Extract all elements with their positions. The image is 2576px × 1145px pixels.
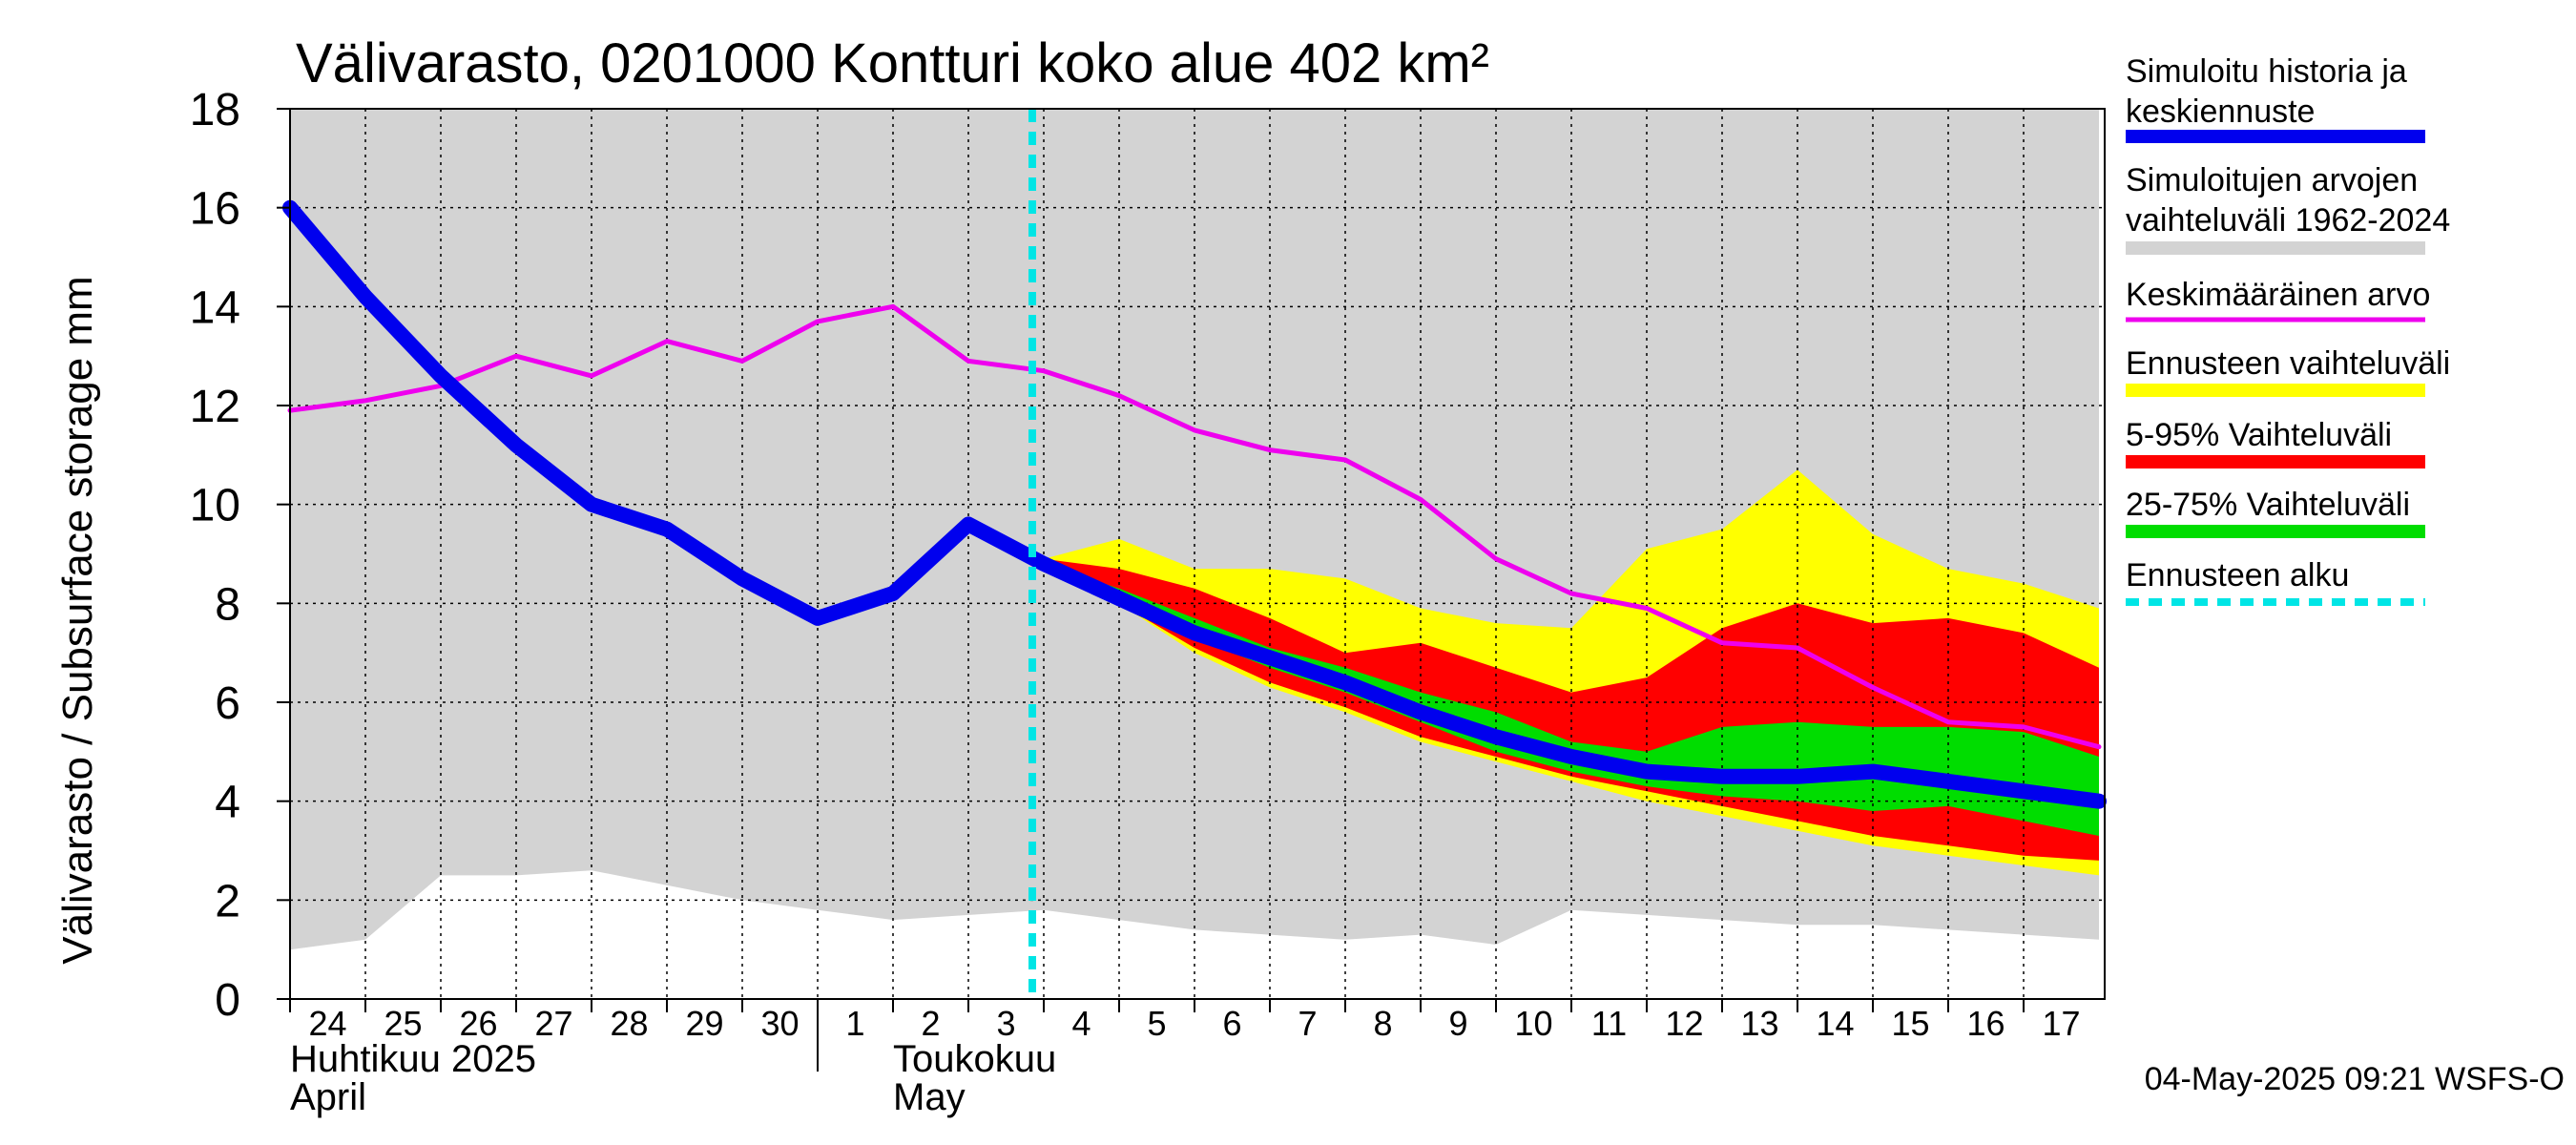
legend-label-forecast-range: Ennusteen vaihteluväli — [2126, 345, 2450, 382]
legend-label-history-range-1: Simuloitujen arvojen — [2126, 162, 2418, 198]
x-tick-label: 13 — [1740, 1004, 1778, 1043]
x-tick-label: 8 — [1373, 1004, 1392, 1043]
x-tick-label: 3 — [996, 1004, 1015, 1043]
legend-label-simulated-2: keskiennuste — [2126, 94, 2315, 130]
y-tick-label: 18 — [190, 85, 240, 135]
x-tick-label: 28 — [610, 1004, 648, 1043]
y-tick-label: 12 — [190, 382, 240, 432]
x-tick-label: 9 — [1448, 1004, 1467, 1043]
x-tick-label: 17 — [2042, 1004, 2080, 1043]
legend-label-history-range-2: vaihteluväli 1962-2024 — [2126, 202, 2450, 239]
x-tick-label: 7 — [1298, 1004, 1317, 1043]
chart-title: Välivarasto, 0201000 Kontturi koko alue … — [296, 32, 1489, 94]
y-tick-label: 14 — [190, 282, 240, 333]
series-line-mean — [287, 303, 2102, 750]
x-tick-label: 26 — [459, 1004, 497, 1043]
plot-frame — [289, 108, 2106, 1000]
x-tick-label: 16 — [1966, 1004, 2005, 1043]
x-tick-label: 24 — [308, 1004, 346, 1043]
x-tick-label: 10 — [1514, 1004, 1552, 1043]
plot-area — [282, 108, 2107, 1000]
x-tick-label: 2 — [921, 1004, 940, 1043]
x-tick-label: 14 — [1816, 1004, 1854, 1043]
legend-label-p5-95: 5-95% Vaihteluväli — [2126, 417, 2392, 453]
legend-label-mean: Keskimääräinen arvo — [2126, 277, 2430, 313]
timestamp-footer: 04-May-2025 09:21 WSFS-O — [2145, 1061, 2565, 1097]
month-label-fi: Huhtikuu 2025 — [290, 1038, 536, 1080]
y-tick-label: 16 — [190, 184, 240, 235]
y-axis-label: Välivarasto / Subsurface storage mm — [54, 276, 101, 964]
month-label-en: May — [893, 1076, 966, 1118]
legend-label-forecast-start: Ennusteen alku — [2126, 557, 2349, 593]
x-tick-label: 12 — [1665, 1004, 1703, 1043]
y-tick-label: 2 — [215, 876, 240, 926]
series-line-simulated — [282, 199, 2107, 809]
x-tick-label: 27 — [534, 1004, 572, 1043]
x-tick-label: 6 — [1222, 1004, 1241, 1043]
x-tick-label: 29 — [685, 1004, 723, 1043]
legend: Simuloitu historia ja keskiennuste Simul… — [2126, 53, 2450, 606]
x-tick-label: 1 — [845, 1004, 864, 1043]
x-tick-label: 30 — [760, 1004, 799, 1043]
month-label-en: April — [290, 1076, 366, 1118]
y-tick-label: 4 — [215, 778, 240, 828]
legend-label-p25-75: 25-75% Vaihteluväli — [2126, 487, 2410, 523]
y-tick-label: 8 — [215, 579, 240, 630]
y-tick-label: 10 — [190, 481, 240, 531]
y-tick-label: 6 — [215, 678, 240, 729]
x-tick-label: 5 — [1147, 1004, 1166, 1043]
x-tick-label: 25 — [384, 1004, 422, 1043]
x-tick-label: 11 — [1591, 1004, 1627, 1043]
legend-label-simulated-1: Simuloitu historia ja — [2126, 53, 2407, 90]
x-tick-label: 15 — [1891, 1004, 1929, 1043]
month-label-fi: Toukokuu — [893, 1038, 1056, 1080]
y-tick-label: 0 — [215, 975, 240, 1026]
y-axis-ticks: 0 2 4 6 8 10 12 14 16 18 — [190, 85, 290, 1026]
grid — [290, 109, 2105, 999]
x-axis-ticks: 24 25 26 27 28 29 30 1 2 3 4 5 6 7 8 9 10 11 12 13 14 15 16 17 — [289, 999, 2081, 1043]
x-tick-label: 4 — [1071, 1004, 1091, 1043]
